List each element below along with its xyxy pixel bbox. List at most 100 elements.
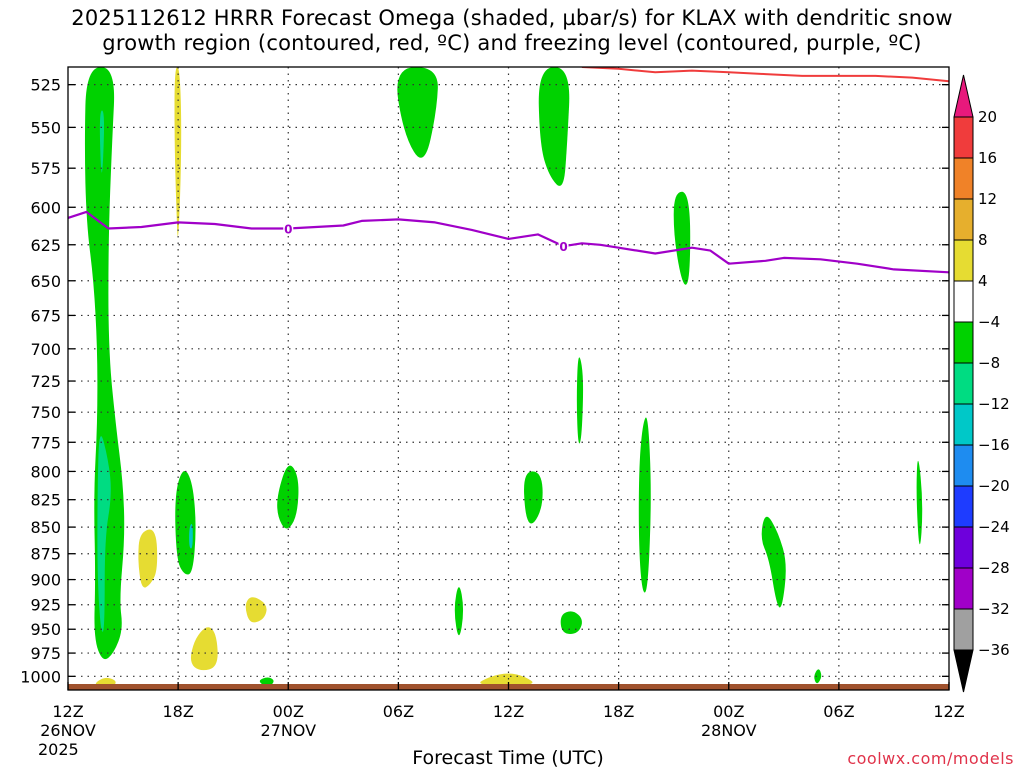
colorbar-band <box>953 280 974 323</box>
colorbar-band <box>953 485 974 528</box>
omega-region-green-tiny-05z <box>814 669 822 684</box>
omega-region-green-top-06z <box>397 67 438 158</box>
chart-title: 2025112612 HRRR Forecast Omega (shaded, … <box>0 6 1024 56</box>
x-tick-date-12: 27NOV <box>260 721 316 740</box>
colorbar-label--4: −4 <box>978 313 1000 331</box>
y-tick-label-875: 875 <box>30 545 61 564</box>
omega-region-teal-core-start-upper <box>99 110 105 173</box>
omega-region-green-thin-10z <box>916 460 923 545</box>
freezing-label-bg <box>283 221 294 235</box>
x-tick-label-36: 00Z <box>713 702 744 721</box>
colorbar-label-16: 16 <box>978 149 997 167</box>
omega-region-yellow-blob-3 <box>245 597 267 623</box>
colorbar-band <box>953 403 974 446</box>
y-tick-label-650: 650 <box>30 272 61 291</box>
colorbar-label--36: −36 <box>978 641 1010 659</box>
colorbar-label--28: −28 <box>978 559 1010 577</box>
y-tick-label-700: 700 <box>30 340 61 359</box>
x-tick-date-0: 26NOV <box>40 721 96 740</box>
title-line-2: growth region (contoured, red, ºC) and f… <box>102 31 922 55</box>
y-tick-label-1000: 1000 <box>20 667 61 686</box>
omega-region-teal-core-mid <box>101 455 106 492</box>
colorbar-band <box>953 157 974 200</box>
colorbar-label--12: −12 <box>978 395 1010 413</box>
snow-growth-line <box>581 67 949 83</box>
omega-region-teal-dot-18z <box>189 523 193 549</box>
omega-shaded-regions <box>84 67 923 688</box>
x-tick-label-30: 18Z <box>603 702 634 721</box>
contour-lines: 00 <box>68 67 949 274</box>
plot-border <box>67 66 950 691</box>
colorbar-band <box>953 321 974 364</box>
colorbar-label-8: 8 <box>978 231 988 249</box>
omega-region-green-thin-09z <box>454 587 464 636</box>
y-axis-ticks: 525 550 575 600 625 650 675 700 725 750 775 800 825 8… <box>20 76 949 686</box>
x-tick-label-6: 18Z <box>162 702 193 721</box>
y-tick-label-825: 825 <box>30 491 61 510</box>
y-tick-label-725: 725 <box>30 372 61 391</box>
omega-region-teal-core-start-lower <box>97 436 111 632</box>
x-tick-date-36: 28NOV <box>701 721 757 740</box>
colorbar: 20 16 12 8 4 −4 −8 −12 −16 −20 −24 −28 −32 −36 <box>953 74 1010 693</box>
colorbar-label-12: 12 <box>978 190 997 208</box>
colorbar-band <box>953 567 974 610</box>
omega-region-yellow-blob-1 <box>138 529 158 588</box>
x-axis-title: Forecast Time (UTC) <box>412 747 603 768</box>
omega-region-green-top-14z <box>538 67 570 186</box>
freezing-label-bg <box>558 239 569 253</box>
x-tick-label-48: 12Z <box>933 702 964 721</box>
omega-region-green-col-20z <box>638 417 651 593</box>
colorbar-band <box>953 198 974 241</box>
colorbar-label--24: −24 <box>978 518 1010 536</box>
omega-region-green-blob-03z <box>761 516 786 608</box>
y-tick-label-550: 550 <box>30 118 61 137</box>
credit-text[interactable]: coolwx.com/models <box>847 749 1014 768</box>
x-tick-label-0: 12Z <box>52 702 83 721</box>
freezing-level-label: 0 <box>559 240 567 254</box>
y-tick-label-600: 600 <box>30 198 61 217</box>
omega-region-green-blob-18z <box>175 471 196 575</box>
colorbar-label--8: −8 <box>978 354 1000 372</box>
x-tick-label-18: 06Z <box>383 702 414 721</box>
x-tick-label-12: 00Z <box>273 702 304 721</box>
colorbar-label--20: −20 <box>978 477 1010 495</box>
freezing-level-label: 0 <box>284 222 292 236</box>
y-tick-label-850: 850 <box>30 518 61 537</box>
x-tick-label-24: 12Z <box>493 702 524 721</box>
x-tick-label-42: 06Z <box>823 702 854 721</box>
y-tick-label-900: 900 <box>30 571 61 590</box>
y-tick-label-625: 625 <box>30 236 61 255</box>
colorbar-label-20: 20 <box>978 108 997 126</box>
freezing-level-line <box>68 210 949 274</box>
x-tick-year: 2025 <box>38 740 79 759</box>
colorbar-label--32: −32 <box>978 600 1010 618</box>
y-tick-label-675: 675 <box>30 306 61 325</box>
colorbar-band <box>953 526 974 569</box>
colorbar-top-arrow <box>953 74 974 118</box>
colorbar-label-4: 4 <box>978 272 988 290</box>
y-tick-label-575: 575 <box>30 159 61 178</box>
colorbar-band <box>953 362 974 405</box>
colorbar-bottom-arrow <box>953 649 974 693</box>
omega-region-green-blob-15z <box>560 611 582 634</box>
colorbar-band <box>953 608 974 651</box>
title-line-1: 2025112612 HRRR Forecast Omega (shaded, … <box>71 6 953 30</box>
colorbar-band <box>953 239 974 282</box>
y-tick-label-800: 800 <box>30 462 61 481</box>
grid-lines <box>68 67 949 690</box>
omega-region-green-column-start <box>84 67 125 660</box>
colorbar-band <box>953 444 974 487</box>
y-tick-label-775: 775 <box>30 433 61 452</box>
y-tick-label-525: 525 <box>30 76 61 95</box>
y-tick-label-750: 750 <box>30 403 61 422</box>
omega-region-green-col-23z <box>673 191 691 285</box>
omega-region-green-thin-16z <box>576 357 584 444</box>
y-tick-label-950: 950 <box>30 620 61 639</box>
omega-region-green-bar-13z <box>524 471 543 524</box>
y-tick-label-925: 925 <box>30 596 61 615</box>
colorbar-band <box>953 116 974 159</box>
omega-region-yellow-blob-2 <box>190 627 218 671</box>
y-tick-label-975: 975 <box>30 644 61 663</box>
